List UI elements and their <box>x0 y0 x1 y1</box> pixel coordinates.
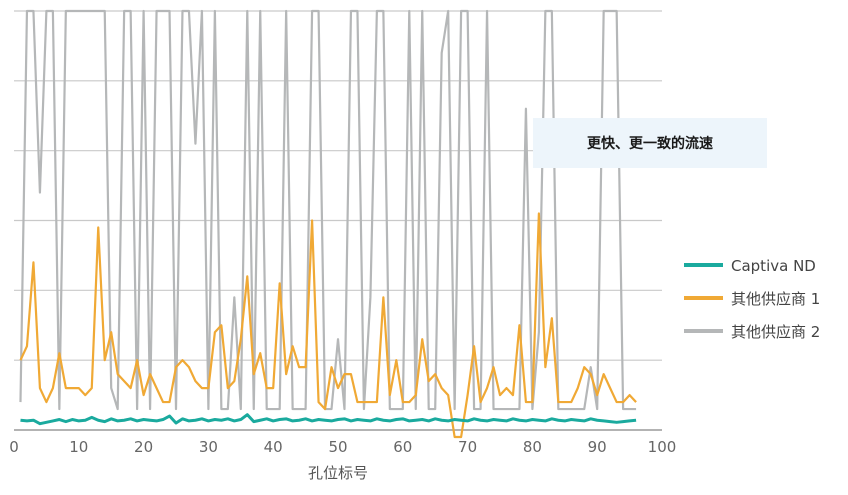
x-tick-label: 50 <box>328 438 347 456</box>
x-tick-label: 20 <box>134 438 153 456</box>
x-axis-title: 孔位标号 <box>308 464 368 482</box>
callout-box <box>533 118 767 168</box>
callout-text: 更快、更一致的流速 <box>587 135 713 152</box>
x-tick-label: 10 <box>69 438 88 456</box>
x-tick-label: 100 <box>648 438 677 456</box>
x-tick-label: 0 <box>9 438 19 456</box>
series-lines <box>19 9 637 439</box>
series-line-1 <box>20 413 637 426</box>
legend-label-3: 其他供应商 2 <box>731 323 820 341</box>
x-tick-label: 40 <box>264 438 283 456</box>
legend-label-1: Captiva ND <box>731 257 816 275</box>
x-tick-label: 30 <box>199 438 218 456</box>
x-tick-label: 70 <box>458 438 477 456</box>
legend: Captiva ND 其他供应商 1 其他供应商 2 <box>684 257 820 341</box>
legend-label-2: 其他供应商 1 <box>731 290 820 308</box>
series-line-2 <box>19 212 637 439</box>
x-tick-labels: 0 10 20 30 40 50 60 70 80 90 100 <box>9 438 676 456</box>
x-tick-label: 80 <box>523 438 542 456</box>
x-tick-label: 90 <box>588 438 607 456</box>
x-tick-label: 60 <box>393 438 412 456</box>
gridlines <box>14 10 662 361</box>
callout: 更快、更一致的流速 <box>533 118 767 168</box>
